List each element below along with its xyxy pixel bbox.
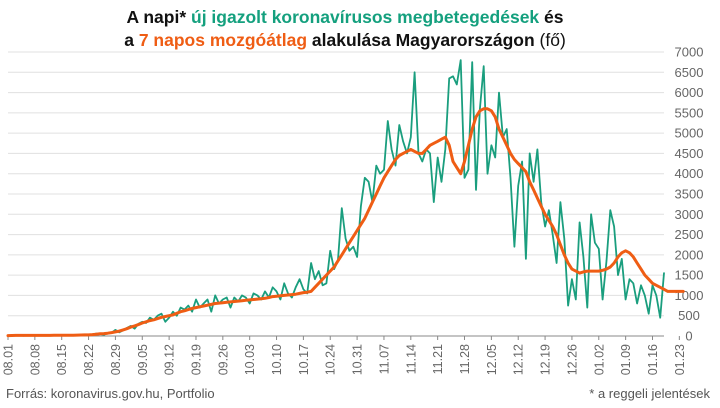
y-tick-label: 3000 [675,207,704,222]
x-tick-label: 10.17 [297,344,311,375]
y-tick-label: 5500 [675,105,704,120]
footnote: * a reggeli jelentések [589,386,710,401]
title-l1-a: A napi* [126,7,191,27]
x-tick-label: 11.14 [404,344,418,374]
x-tick-label: 08.15 [55,344,69,375]
x-tick-label: 11.28 [458,344,472,374]
x-tick-label: 09.26 [216,344,230,375]
x-tick-label: 12.26 [565,344,579,375]
x-tick-label: 12.19 [539,344,553,375]
x-tick-label: 09.05 [136,344,150,375]
x-tick-label: 01.09 [619,344,633,375]
x-tick-label: 11.07 [377,344,391,374]
x-tick-label: 10.31 [351,344,365,375]
title-l2-c: alakulása Magyarországon [307,30,535,50]
y-tick-label: 4500 [675,146,704,161]
x-tick-label: 12.05 [485,344,499,375]
y-tick-label: 2000 [675,247,704,262]
x-tick-label: 10.10 [270,344,284,375]
series-line-daily-cases [7,59,665,337]
y-tick-label: 4000 [675,166,704,181]
x-tick-label: 01.16 [646,344,660,375]
title-l2-unit: (fő) [534,30,566,50]
x-tick-label: 10.03 [243,344,257,375]
y-tick-label: 500 [678,308,700,323]
x-tick-label: 08.01 [2,344,16,375]
series-line-7day-average [6,107,685,338]
y-tick-label: 1500 [675,268,704,283]
y-tick-label: 3500 [675,187,704,202]
y-tick-label: 6500 [675,65,704,80]
title-line-2: a 7 napos mozgóátlag alakulása Magyarors… [0,29,690,52]
title-l2-a: a [124,30,139,50]
x-tick-label: 01.02 [592,344,606,375]
x-tick-label: 10.24 [324,344,338,375]
x-tick-label: 09.12 [163,344,177,375]
x-tick-label: 08.22 [82,344,96,375]
y-tick-label: 7000 [675,45,704,60]
x-tick-label: 08.08 [28,344,42,375]
x-tick-label: 01.23 [673,344,687,375]
chart-title: A napi* új igazolt koronavírusos megbete… [0,6,690,52]
y-tick-label: 5000 [675,126,704,141]
x-tick-label: 12.12 [512,344,526,375]
y-tick-label: 0 [685,329,692,344]
title-l1-c: és [539,7,564,27]
title-l1-green: új igazolt koronavírusos megbetegedések [191,7,540,27]
title-l2-orange: 7 napos mozgóátlag [138,30,308,50]
x-tick-label: 08.29 [109,344,123,375]
title-line-1: A napi* új igazolt koronavírusos megbete… [0,6,690,29]
y-tick-label: 6000 [675,85,704,100]
x-tick-label: 09.19 [189,344,203,375]
source-note: Forrás: koronavirus.gov.hu, Portfolio [6,386,215,401]
y-tick-label: 2500 [675,227,704,242]
x-tick-label: 11.21 [431,344,445,374]
